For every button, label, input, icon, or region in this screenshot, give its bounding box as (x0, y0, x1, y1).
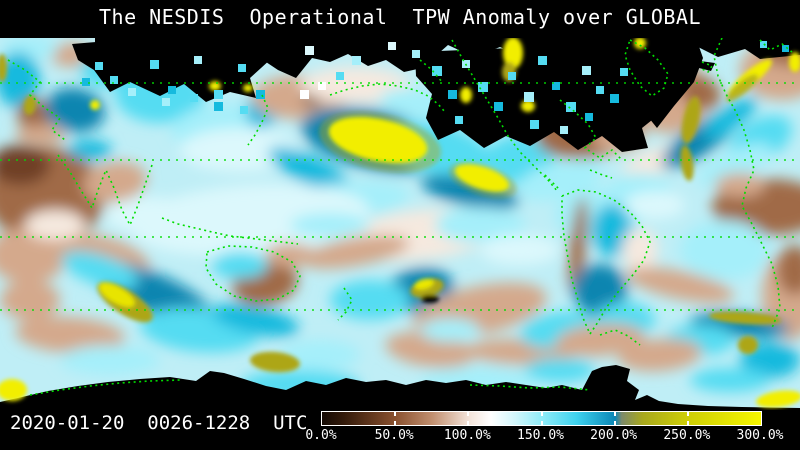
colorbar-tick-label: 0.0% (305, 428, 337, 443)
page-title: The NESDIS Operational TPW Anomaly over … (99, 5, 701, 29)
colorbar-tick (394, 421, 397, 425)
colorbar-labels: 0.0% 50.0% 100.0% 150.0% 200.0% 250.0% 300.0% (305, 428, 783, 446)
colorbar-tick (613, 412, 616, 416)
colorbar-tick (686, 421, 689, 425)
colorbar-tick (467, 421, 470, 425)
coastline-layer (7, 38, 793, 396)
colorbar-tick-label: 250.0% (663, 428, 711, 443)
colorbar-tick-label: 50.0% (374, 428, 414, 443)
colorbar-tick (613, 421, 616, 425)
colorbar-tick-label: 100.0% (443, 428, 491, 443)
gridline-layer (0, 82, 800, 311)
colorbar-tick (467, 412, 470, 416)
colorbar-tick (540, 421, 543, 425)
colorbar-tick-label: 300.0% (736, 428, 784, 443)
colorbar-tick-label: 150.0% (517, 428, 564, 443)
map-layers (0, 38, 800, 410)
colorbar-tick-label: 200.0% (590, 428, 638, 443)
colorbar-gradient (321, 411, 762, 426)
no-data-black-layer (0, 38, 800, 410)
colorbar-tick (686, 412, 689, 416)
timestamp: 2020-01-20 0026-1228 UTC (10, 412, 308, 434)
colorbar-tick (394, 412, 397, 416)
colorbar-tick (540, 412, 543, 416)
high-anomaly-overlay-layer (0, 38, 800, 408)
anomaly-blob-layer (0, 38, 800, 400)
